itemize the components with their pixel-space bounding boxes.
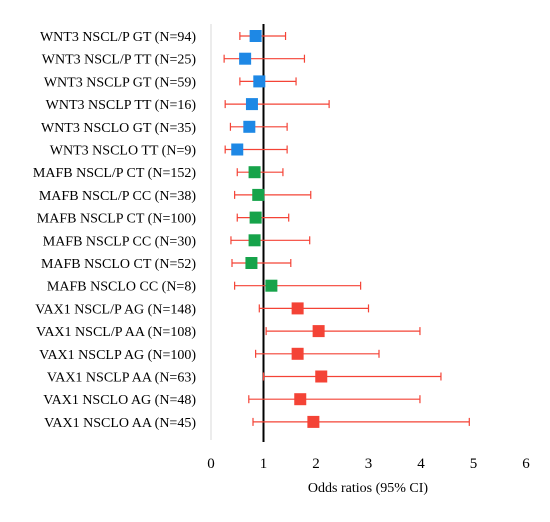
forest-row: VAX1 NSCLP AG (N=100) (39, 347, 380, 363)
odds-ratio-marker (248, 166, 261, 179)
odds-ratio-marker (248, 234, 261, 247)
x-tick-label: 4 (417, 456, 425, 472)
x-tick-label: 2 (312, 456, 320, 472)
odds-ratio-marker (231, 143, 244, 156)
row-label: VAX1 NSCLO AG (N=48) (43, 393, 196, 408)
forest-row: WNT3 NSCL/P TT (N=25) (42, 52, 306, 68)
forest-row: VAX1 NSCLO AA (N=45) (44, 415, 470, 431)
forest-rows: WNT3 NSCL/P GT (N=94) WNT3 NSCL/P TT (N=2… (33, 30, 470, 431)
forest-row: MAFB NSCLP CT (N=100) (37, 211, 290, 227)
odds-ratio-marker (243, 120, 256, 133)
x-axis-title: Odds ratios (95% CI) (308, 481, 428, 496)
odds-ratio-marker (253, 75, 266, 88)
row-label: MAFB NSCL/P CC (N=38) (39, 189, 196, 204)
odds-ratio-marker (291, 347, 304, 360)
odds-ratio-marker (239, 52, 252, 65)
odds-ratio-marker (252, 188, 265, 201)
odds-ratio-marker (265, 279, 278, 292)
row-label: WNT3 NSCL/P TT (N=25) (42, 53, 197, 68)
odds-ratio-marker (245, 98, 258, 111)
row-label: WNT3 NSCLO GT (N=35) (41, 121, 196, 136)
odds-ratio-marker (315, 370, 328, 383)
row-label: MAFB NSCLP CT (N=100) (37, 212, 197, 227)
x-tick-label: 5 (470, 456, 478, 472)
row-label: WNT3 NSCLO TT (N=9) (50, 144, 197, 159)
x-tick-labels: 0 1 2 3 4 5 6 (207, 456, 530, 472)
row-label: MAFB NSCLO CC (N=8) (47, 280, 196, 295)
row-label: VAX1 NSCL/P AG (N=148) (35, 302, 196, 317)
row-label: MAFB NSCLO CT (N=52) (41, 257, 196, 272)
odds-ratio-marker (249, 211, 262, 224)
x-tick-label: 3 (365, 456, 373, 472)
forest-row: VAX1 NSCLP AA (N=63) (47, 370, 442, 386)
forest-row: MAFB NSCLO CC (N=8) (47, 279, 362, 295)
odds-ratio-marker (291, 302, 304, 315)
odds-ratio-marker (307, 415, 320, 428)
x-tick-label: 6 (522, 456, 530, 472)
forest-row: MAFB NSCLP CC (N=30) (43, 234, 311, 249)
row-label: MAFB NSCLP CC (N=30) (43, 234, 197, 249)
forest-row: MAFB NSCLO CT (N=52) (41, 257, 292, 272)
row-label: VAX1 NSCL/P AA (N=108) (36, 325, 196, 340)
forest-row: VAX1 NSCL/P AG (N=148) (35, 302, 370, 317)
x-tick-label: 0 (207, 456, 215, 472)
forest-row: WNT3 NSCLO TT (N=9) (50, 143, 288, 159)
row-label: WNT3 NSCL/P GT (N=94) (40, 30, 196, 45)
row-label: WNT3 NSCLP TT (N=16) (46, 98, 197, 113)
forest-row: VAX1 NSCL/P AA (N=108) (36, 325, 421, 340)
forest-row: MAFB NSCL/P CT (N=152) (33, 166, 284, 181)
row-label: VAX1 NSCLO AA (N=45) (44, 416, 196, 431)
row-label: WNT3 NSCLP GT (N=59) (44, 75, 197, 90)
row-label: MAFB NSCL/P CT (N=152) (33, 166, 196, 181)
row-label: VAX1 NSCLP AG (N=100) (39, 348, 196, 363)
forest-row: WNT3 NSCLO GT (N=35) (41, 120, 288, 136)
odds-ratio-marker (294, 393, 307, 406)
forest-row: WNT3 NSCL/P GT (N=94) (40, 30, 287, 45)
odds-ratio-marker (312, 325, 325, 338)
odds-ratio-marker (249, 30, 262, 42)
row-label: VAX1 NSCLP AA (N=63) (47, 371, 196, 386)
forest-row: WNT3 NSCLP GT (N=59) (44, 75, 297, 90)
x-tick-label: 1 (260, 456, 268, 472)
odds-ratio-marker (245, 257, 258, 269)
forest-row: VAX1 NSCLO AG (N=48) (43, 393, 421, 408)
forest-row: WNT3 NSCLP TT (N=16) (46, 98, 330, 113)
forest-row: MAFB NSCL/P CC (N=38) (39, 188, 312, 204)
